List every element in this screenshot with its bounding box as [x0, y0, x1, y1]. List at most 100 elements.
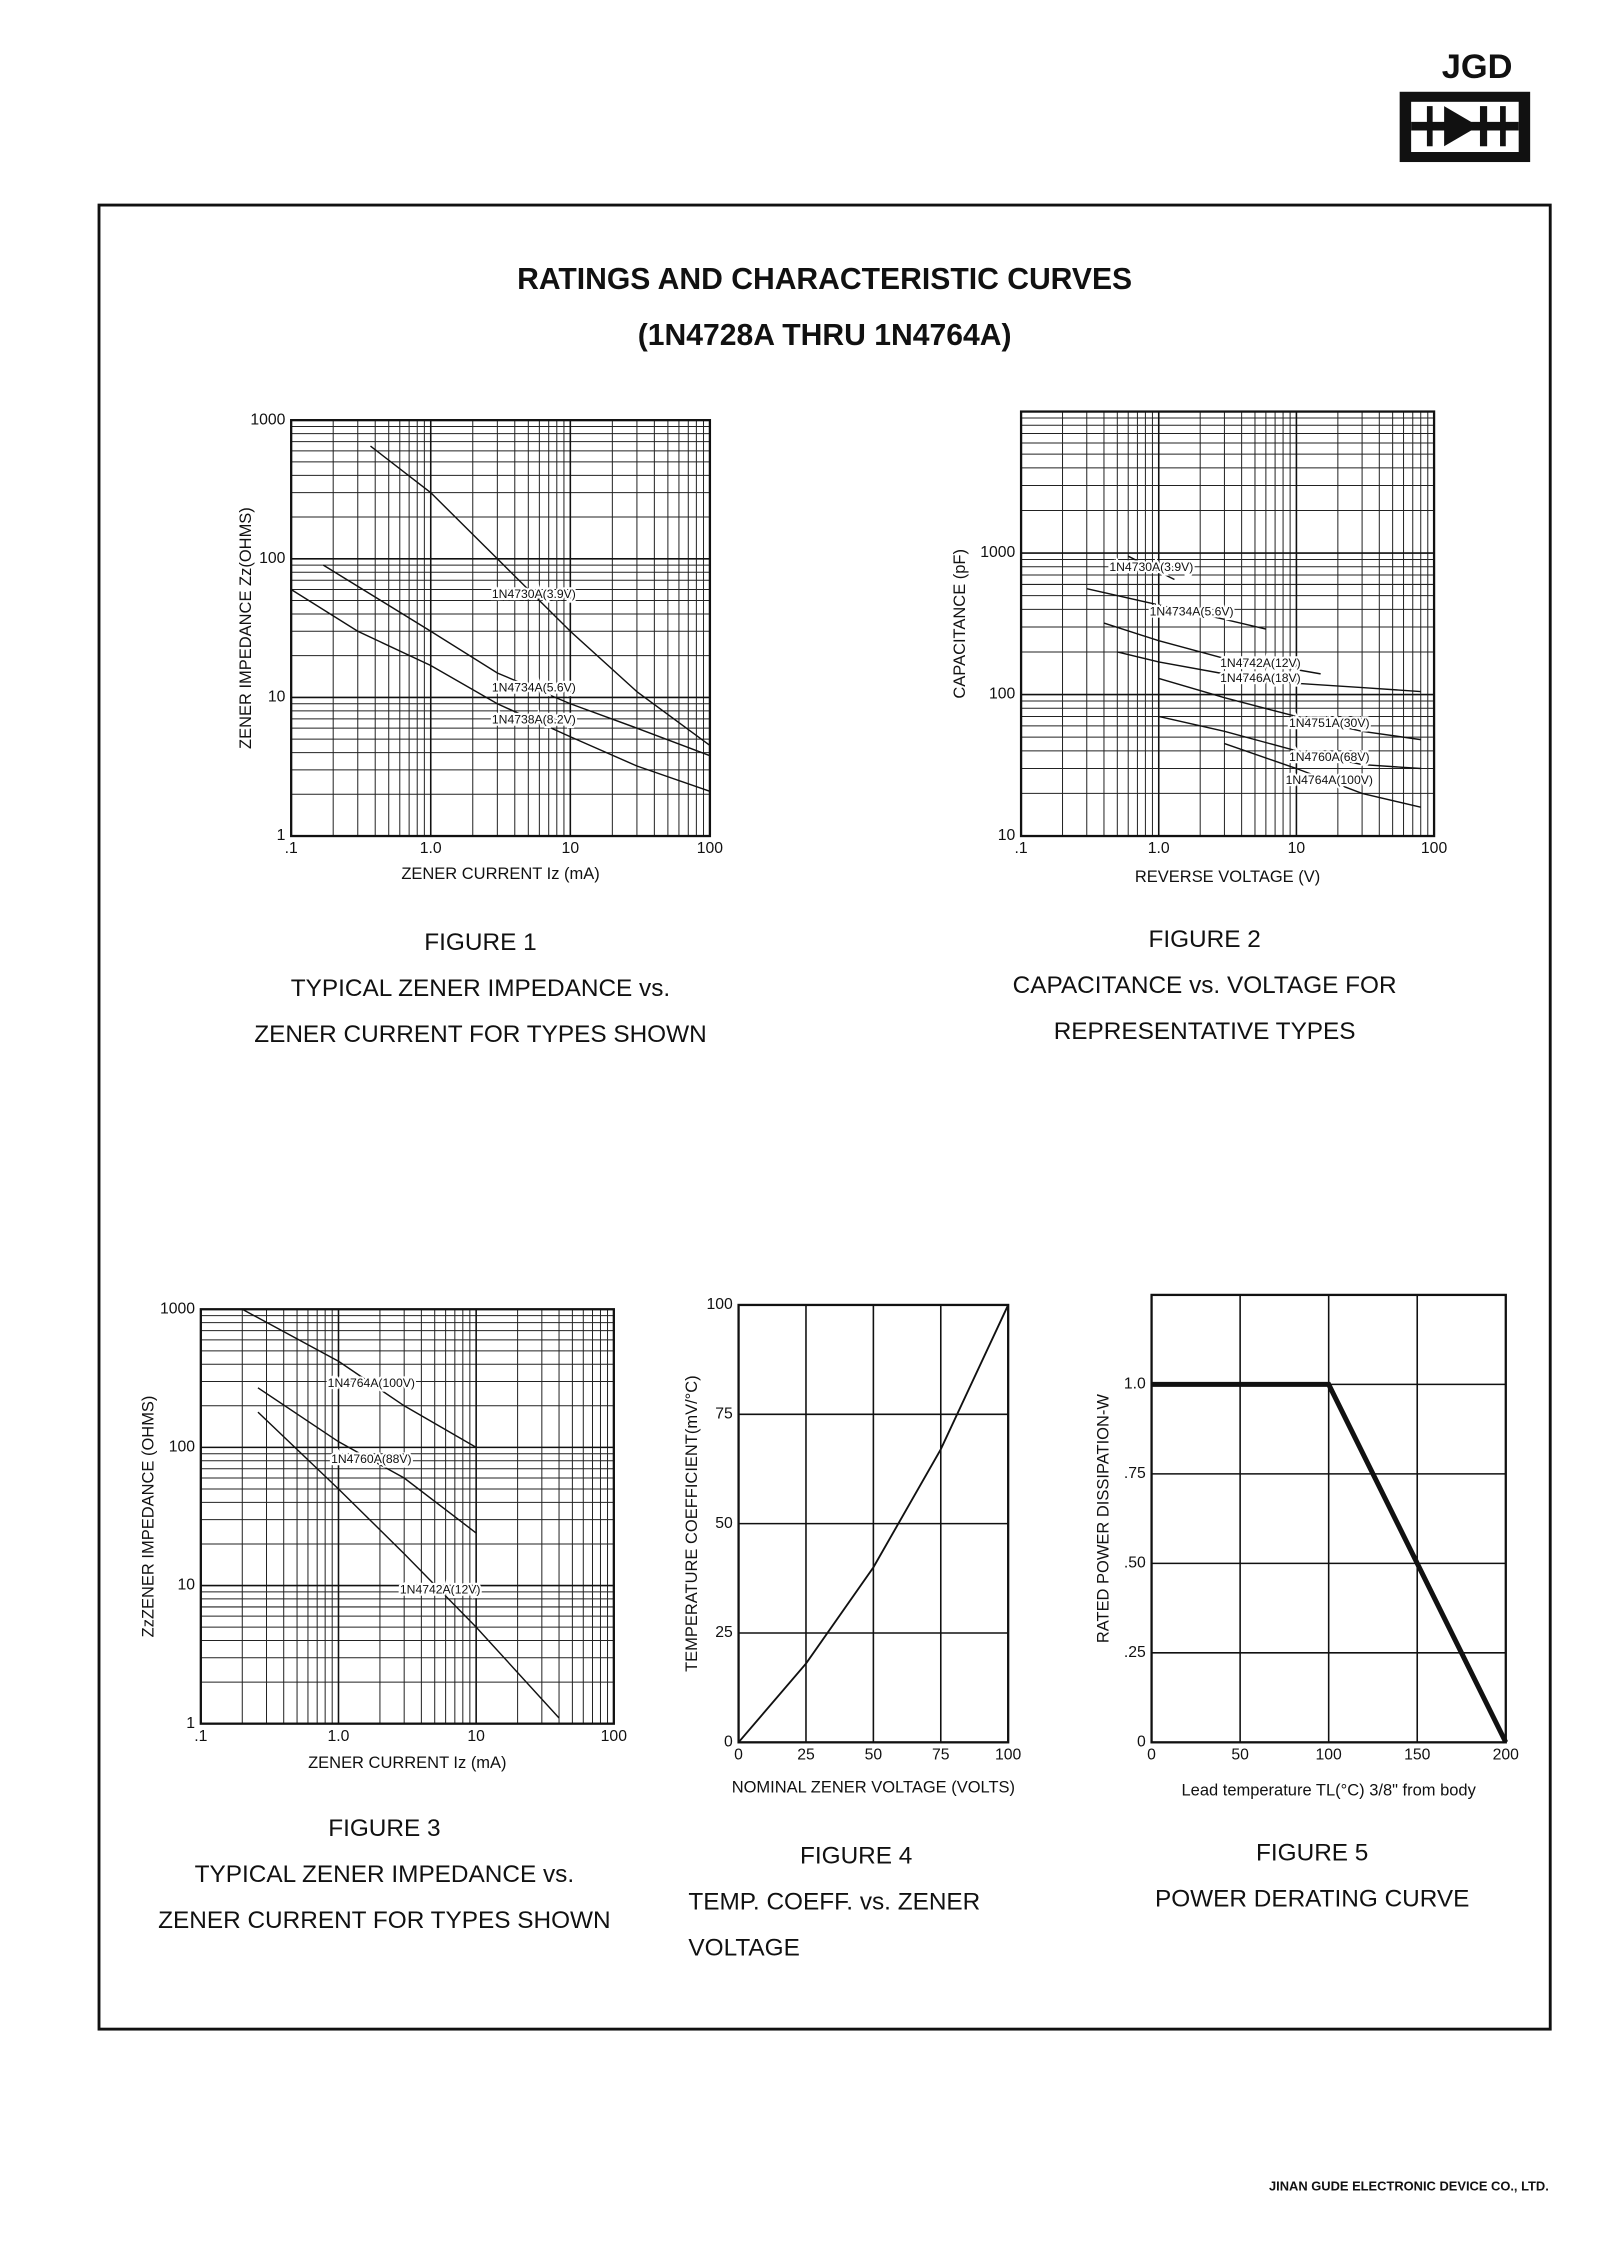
data-line	[1117, 651, 1421, 693]
x-tick-label: .1	[1015, 840, 1028, 857]
series-label: 1N4746A(18V)	[1220, 671, 1301, 685]
data-line	[370, 445, 711, 747]
figure-title: FIGURE 3	[328, 1815, 440, 1842]
y-tick-label: 0	[1137, 1733, 1146, 1750]
x-tick-label: 1.0	[328, 1728, 350, 1745]
x-tick-label: 1.0	[420, 840, 442, 857]
x-tick-label: 0	[734, 1746, 743, 1763]
y-tick-label: 10	[998, 827, 1016, 844]
y-axis-label: CAPACITANCE (pF)	[951, 549, 969, 699]
data-line	[737, 1304, 1010, 1743]
y-tick-label: 50	[715, 1515, 733, 1532]
series-label: 1N4760A(68V)	[1289, 750, 1370, 764]
x-tick-label: .1	[194, 1728, 207, 1745]
y-tick-label: 25	[715, 1624, 733, 1641]
footer: JINAN GUDE ELECTRONIC DEVICE CO., LTD.	[1269, 2178, 1549, 2193]
figure-title: FIGURE 2	[1148, 926, 1260, 953]
y-tick-label: 1000	[980, 544, 1015, 561]
plot-frame	[1150, 1293, 1507, 1744]
x-tick-label: 150	[1404, 1746, 1431, 1763]
series-label: 1N4742A(12V)	[400, 1583, 481, 1597]
x-tick-label: .1	[285, 840, 298, 857]
plot-frame	[737, 1303, 1010, 1744]
y-tick-label: 100	[169, 1439, 196, 1456]
y-tick-label: 1.0	[1124, 1376, 1146, 1393]
y-tick-label: .75	[1124, 1465, 1146, 1482]
y-tick-label: 1000	[250, 411, 285, 428]
y-tick-label: 100	[707, 1296, 734, 1313]
y-tick-label: 100	[989, 686, 1016, 703]
figure-caption: REPRESENTATIVE TYPES	[1054, 1018, 1356, 1045]
x-tick-label: 10	[467, 1728, 485, 1745]
y-axis-label: ZENER IMPEDANCE Zz(OHMS)	[237, 507, 255, 749]
figure-title: FIGURE 4	[800, 1842, 912, 1869]
figure-title: FIGURE 5	[1256, 1840, 1368, 1867]
y-axis-label: RATED POWER DISSIPATION-W	[1095, 1394, 1113, 1644]
y-tick-label: 1000	[160, 1300, 195, 1317]
x-tick-label: 100	[995, 1746, 1022, 1763]
figure-caption: POWER DERATING CURVE	[1155, 1886, 1469, 1913]
data-line	[1158, 715, 1421, 770]
figure-caption: VOLTAGE	[688, 1934, 799, 1961]
y-tick-label: 10	[178, 1577, 196, 1594]
x-tick-label: 50	[865, 1746, 883, 1763]
y-tick-label: 10	[268, 689, 286, 706]
series-label: 1N4764A(100V)	[328, 1376, 415, 1390]
x-tick-label: 200	[1493, 1746, 1520, 1763]
data-line	[1158, 677, 1421, 741]
series-label: 1N4760A(88V)	[331, 1452, 412, 1466]
chart: 0 25 50 75 100 0 25 50 75 100 NOMINAL ZENER VOLTAG…	[683, 1296, 1022, 1961]
figure-title: FIGURE 1	[424, 929, 536, 956]
plot-frame	[1019, 410, 1436, 838]
data-line	[241, 1308, 477, 1449]
data-line	[1103, 622, 1321, 675]
series-label: 1N4734A(5.6V)	[492, 681, 576, 695]
y-tick-label: 100	[259, 550, 286, 567]
x-tick-label: 100	[1421, 840, 1448, 857]
x-tick-label: 0	[1147, 1746, 1156, 1763]
y-tick-label: 0	[724, 1733, 733, 1750]
y-tick-label: 75	[715, 1405, 733, 1422]
logo-text: JGD	[1442, 48, 1513, 86]
chart: .1 1.0 10 100 1 10 100 1000 ZENER CURRENT Iz (mA…	[140, 1300, 628, 1934]
page-border	[97, 203, 1552, 2031]
x-tick-label: 1.0	[1148, 840, 1170, 857]
logo-mark	[1399, 91, 1531, 163]
y-tick-label: 1	[186, 1715, 195, 1732]
data-line	[290, 588, 711, 793]
series-label: 1N4742A(12V)	[1220, 656, 1301, 670]
chart: 0 50 100 150 200 0 .25 .50 .75 1.0 Lead temperatur…	[1095, 1293, 1520, 1913]
x-axis-label: Lead temperature TL(°C) 3/8" from body	[1181, 1781, 1476, 1799]
data-line	[1224, 742, 1421, 808]
plot-frame	[290, 419, 712, 838]
y-tick-label: 1	[277, 827, 286, 844]
chart: .1 1.0 10 100 1 10 100 1000 ZENER CURRENT Iz (mA…	[237, 411, 723, 1047]
series-label: 1N4751A(30V)	[1289, 716, 1370, 730]
plot-frame	[199, 1308, 615, 1725]
x-axis-label: REVERSE VOLTAGE (V)	[1135, 868, 1320, 886]
data-line	[257, 1387, 477, 1534]
x-tick-label: 100	[1316, 1746, 1343, 1763]
series-label: 1N4734A(5.6V)	[1150, 604, 1234, 618]
data-line	[257, 1411, 560, 1719]
y-axis-label: ZzZENER IMPEDANCE (OHMS)	[140, 1396, 158, 1638]
x-tick-label: 50	[1231, 1746, 1249, 1763]
series-label: 1N4730A(3.9V)	[1109, 560, 1193, 574]
figure-caption: TYPICAL ZENER IMPEDANCE vs.	[291, 975, 670, 1002]
data-line	[1086, 587, 1267, 630]
x-tick-label: 100	[601, 1728, 628, 1745]
figure-caption: ZENER CURRENT FOR TYPES SHOWN	[254, 1021, 707, 1048]
x-tick-label: 100	[697, 840, 724, 857]
x-tick-label: 10	[562, 840, 580, 857]
series-label: 1N4764A(100V)	[1286, 773, 1373, 787]
x-tick-label: 25	[797, 1746, 815, 1763]
figure-caption: TEMP. COEFF. vs. ZENER	[688, 1888, 980, 1915]
figure-caption: TYPICAL ZENER IMPEDANCE vs.	[195, 1861, 574, 1888]
y-axis-label: TEMPERATURE COEFFICIENT(mV/°C)	[683, 1375, 701, 1672]
x-axis-label: ZENER CURRENT Iz (mA)	[308, 1754, 506, 1772]
x-tick-label: 10	[1288, 840, 1306, 857]
x-axis-label: NOMINAL ZENER VOLTAGE (VOLTS)	[732, 1779, 1015, 1797]
series-label: 1N4730A(3.9V)	[492, 587, 576, 601]
